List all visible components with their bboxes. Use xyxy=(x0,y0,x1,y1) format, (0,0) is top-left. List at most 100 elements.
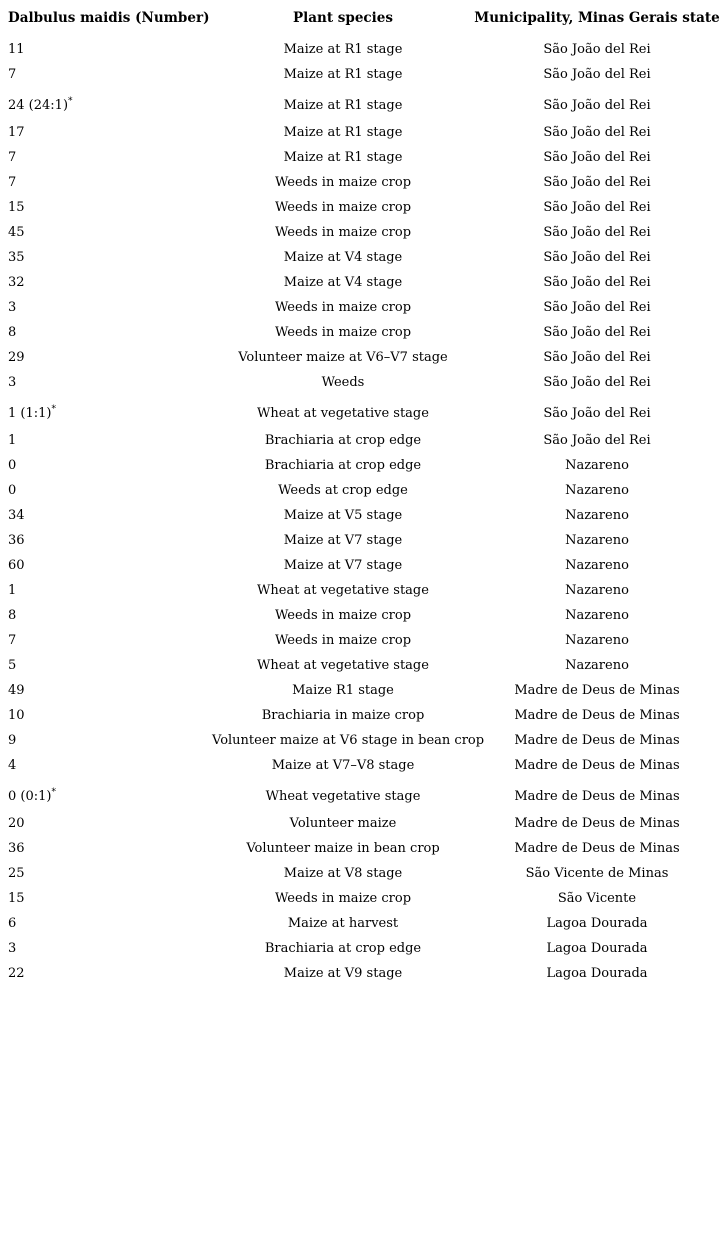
cell-number: 24 (24:1)* xyxy=(8,96,73,113)
cell-municipality: Nazareno xyxy=(565,633,629,648)
cell-municipality: São João del Rei xyxy=(543,375,651,390)
table-row: 3 Weeds in maize crop São João del Rei xyxy=(8,295,720,320)
cell-municipality: São João del Rei xyxy=(543,325,651,340)
table-row: 60 Maize at V7 stage Nazareno xyxy=(8,553,720,578)
cell-plant-species: Maize at R1 stage xyxy=(283,42,403,57)
cell-plant-species: Brachiaria at crop edge xyxy=(264,458,422,473)
cell-plant-species: Maize at R1 stage xyxy=(283,67,403,82)
cell-number: 25 xyxy=(8,866,25,881)
table-row: 3 Weeds São João del Rei xyxy=(8,370,720,395)
cell-plant-species: Weeds in maize crop xyxy=(274,891,412,906)
cell-municipality: São João del Rei xyxy=(543,67,651,82)
cell-plant-species: Wheat at vegetative stage xyxy=(257,658,429,673)
table-row: 7 Weeds in maize crop São João del Rei xyxy=(8,170,720,195)
footnote-asterisk: * xyxy=(51,787,56,798)
cell-municipality: São João del Rei xyxy=(543,125,651,140)
cell-number: 5 xyxy=(8,658,17,673)
table-row: 8 Weeds in maize crop São João del Rei xyxy=(8,320,720,345)
cell-municipality: São João del Rei xyxy=(543,250,651,265)
cell-number: 20 xyxy=(8,816,25,831)
cell-municipality: Nazareno xyxy=(565,583,629,598)
cell-number: 22 xyxy=(8,966,25,981)
cell-municipality: Nazareno xyxy=(565,533,629,548)
cell-municipality: Madre de Deus de Minas xyxy=(514,816,680,831)
cell-plant-species: Maize R1 stage xyxy=(292,683,394,698)
cell-number: 0 (0:1)* xyxy=(8,787,56,804)
cell-municipality: São Vicente de Minas xyxy=(525,866,669,881)
cell-plant-species: Maize at harvest xyxy=(287,916,399,931)
cell-number: 15 xyxy=(8,200,25,215)
cell-municipality: Madre de Deus de Minas xyxy=(514,708,680,723)
cell-number: 9 xyxy=(8,733,17,748)
cell-number: 1 xyxy=(8,583,17,598)
table-row: 11 Maize at R1 stage São João del Rei xyxy=(8,37,720,62)
column-header-municipality: Municipality, Minas Gerais state xyxy=(474,10,720,26)
cell-plant-species: Maize at V4 stage xyxy=(283,275,403,290)
cell-plant-species: Volunteer maize in bean crop xyxy=(246,841,440,856)
cell-number: 1 (1:1)* xyxy=(8,404,56,421)
cell-number: 32 xyxy=(8,275,25,290)
cell-municipality: Madre de Deus de Minas xyxy=(514,733,680,748)
cell-plant-species: Maize at V8 stage xyxy=(283,866,403,881)
table-row: 7 Weeds in maize crop Nazareno xyxy=(8,628,720,653)
column-header-dalbulus-number: Dalbulus maidis (Number) xyxy=(8,10,210,26)
cell-municipality: São João del Rei xyxy=(543,275,651,290)
table-row: 49 Maize R1 stage Madre de Deus de Minas xyxy=(8,678,720,703)
cell-municipality: São Vicente xyxy=(557,891,637,906)
cell-number: 34 xyxy=(8,508,25,523)
cell-plant-species: Volunteer maize at V6 stage in bean crop xyxy=(212,733,485,748)
table-row: 0 Brachiaria at crop edge Nazareno xyxy=(8,453,720,478)
cell-plant-species: Weeds in maize crop xyxy=(274,633,412,648)
cell-plant-species: Maize at V4 stage xyxy=(283,250,403,265)
table-row: 1 (1:1)* Wheat at vegetative stage São J… xyxy=(8,395,720,428)
cell-plant-species: Weeds xyxy=(321,375,365,390)
cell-plant-species: Weeds in maize crop xyxy=(274,200,412,215)
table-row: 1 Brachiaria at crop edge São João del R… xyxy=(8,428,720,453)
cell-number: 3 xyxy=(8,375,17,390)
cell-municipality: São João del Rei xyxy=(543,200,651,215)
cell-municipality: São João del Rei xyxy=(543,405,651,421)
cell-municipality: Nazareno xyxy=(565,483,629,498)
table-row: 0 Weeds at crop edge Nazareno xyxy=(8,478,720,503)
cell-plant-species: Wheat vegetative stage xyxy=(265,788,421,804)
cell-plant-species: Wheat at vegetative stage xyxy=(257,583,429,598)
table-row: 24 (24:1)* Maize at R1 stage São João de… xyxy=(8,87,720,120)
cell-plant-species: Brachiaria at crop edge xyxy=(264,941,422,956)
cell-municipality: Nazareno xyxy=(565,658,629,673)
cell-number: 29 xyxy=(8,350,25,365)
cell-municipality: Madre de Deus de Minas xyxy=(514,758,680,773)
table-row: 36 Maize at V7 stage Nazareno xyxy=(8,528,720,553)
cell-number: 6 xyxy=(8,916,17,931)
cell-plant-species: Maize at R1 stage xyxy=(283,97,403,113)
cell-plant-species: Maize at V7 stage xyxy=(283,558,403,573)
cell-municipality: São João del Rei xyxy=(543,42,651,57)
cell-municipality: São João del Rei xyxy=(543,97,651,113)
cell-number: 0 xyxy=(8,483,17,498)
table-row: 17 Maize at R1 stage São João del Rei xyxy=(8,120,720,145)
cell-number: 36 xyxy=(8,841,25,856)
cell-plant-species: Maize at V7–V8 stage xyxy=(271,758,415,773)
cell-plant-species: Maize at R1 stage xyxy=(283,125,403,140)
table-row: 7 Maize at R1 stage São João del Rei xyxy=(8,145,720,170)
cell-municipality: São João del Rei xyxy=(543,225,651,240)
cell-number: 7 xyxy=(8,67,17,82)
column-header-plant-species: Plant species xyxy=(293,10,393,26)
cell-plant-species: Weeds in maize crop xyxy=(274,325,412,340)
table-row: 0 (0:1)* Wheat vegetative stage Madre de… xyxy=(8,778,720,811)
table-row: 6 Maize at harvest Lagoa Dourada xyxy=(8,911,720,936)
footnote-asterisk: * xyxy=(68,96,73,107)
cell-number: 11 xyxy=(8,42,25,57)
cell-number: 36 xyxy=(8,533,25,548)
cell-plant-species: Maize at V5 stage xyxy=(283,508,403,523)
table-header-row: Dalbulus maidis (Number) Plant species M… xyxy=(8,6,720,37)
cell-number: 3 xyxy=(8,300,17,315)
cell-number: 0 xyxy=(8,458,17,473)
cell-number: 49 xyxy=(8,683,25,698)
table-row: 35 Maize at V4 stage São João del Rei xyxy=(8,245,720,270)
table-body: 11 Maize at R1 stage São João del Rei 7 … xyxy=(8,37,720,986)
cell-municipality: São João del Rei xyxy=(543,350,651,365)
cell-number: 1 xyxy=(8,433,17,448)
table-row: 36 Volunteer maize in bean crop Madre de… xyxy=(8,836,720,861)
cell-plant-species: Weeds at crop edge xyxy=(278,483,408,498)
table-row: 25 Maize at V8 stage São Vicente de Mina… xyxy=(8,861,720,886)
